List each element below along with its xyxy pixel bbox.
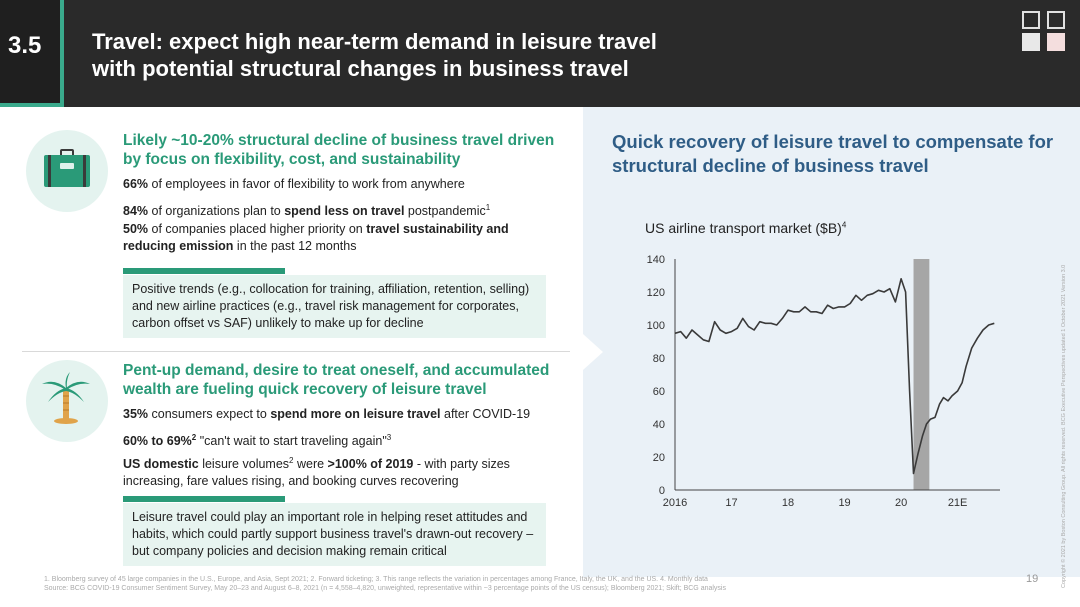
nav-square-icon xyxy=(1047,33,1065,51)
y-tick-label: 140 xyxy=(647,254,665,266)
y-tick-label: 80 xyxy=(653,353,665,365)
nav-square-icon xyxy=(1047,11,1065,29)
chart-panel xyxy=(583,107,1080,577)
shaded-period-band xyxy=(913,259,930,490)
section-number-badge: 3.5 xyxy=(0,0,64,107)
page-title-line2: with potential structural changes in bus… xyxy=(92,56,629,81)
page-number: 19 xyxy=(1026,573,1039,585)
series-line xyxy=(674,277,995,475)
footnotes: 1. Bloomberg survey of 45 large companie… xyxy=(44,575,924,593)
leisure-bullet-2: 60% to 69%2 "can't wait to start traveli… xyxy=(123,433,392,449)
copyright-text: Copyright © 2021 by Boston Consulting Gr… xyxy=(1061,264,1067,588)
y-tick-label: 60 xyxy=(653,386,665,398)
y-tick-label: 120 xyxy=(647,287,665,299)
business-note: Positive trends (e.g., collocation for t… xyxy=(123,275,546,338)
business-bullet-2: 84% of organizations plan to spend less … xyxy=(123,203,491,219)
leisure-note: Leisure travel could play an important r… xyxy=(123,503,546,566)
line-chart: 0 20 40 60 80 100 120 140 2016 17 18 19 20 21E xyxy=(647,254,1000,509)
footnote-line: 1. Bloomberg survey of 45 large companie… xyxy=(44,576,708,583)
accent-bar xyxy=(123,496,285,502)
panel-arrow xyxy=(583,334,603,370)
header-bar xyxy=(0,0,1080,107)
section-number: 3.5 xyxy=(8,32,42,59)
nav-square-icon xyxy=(1022,33,1040,51)
page-title: Travel: expect high near-term demand in … xyxy=(92,28,912,82)
chart-title: US airline transport market ($B)4 xyxy=(645,220,847,236)
chart-panel-title: Quick recovery of leisure travel to comp… xyxy=(612,131,1054,176)
leisure-bullet-1: 35% consumers expect to spend more on le… xyxy=(123,407,531,421)
x-tick-label: 17 xyxy=(725,497,737,509)
business-bullet-3: 50% of companies placed higher priority … xyxy=(123,222,509,253)
suitcase-icon xyxy=(26,130,108,212)
x-tick-label: 20 xyxy=(895,497,907,509)
source-line: Source: BCG COVID-19 Consumer Sentiment … xyxy=(44,585,726,592)
x-tick-label: 2016 xyxy=(663,497,687,509)
y-tick-label: 20 xyxy=(653,452,665,464)
x-tick-label: 18 xyxy=(782,497,794,509)
palm-tree-icon xyxy=(26,360,108,442)
nav-square-icon xyxy=(1022,11,1040,29)
business-bullet-1: 66% of employees in favor of flexibility… xyxy=(123,177,465,191)
leisure-bullet-3: US domestic leisure volumes2 were >100% … xyxy=(123,456,510,489)
y-tick-label: 100 xyxy=(647,320,665,332)
section-divider xyxy=(22,351,570,352)
page-title-line1: Travel: expect high near-term demand in … xyxy=(92,29,657,54)
accent-bar xyxy=(123,268,285,274)
leisure-heading: Pent-up demand, desire to treat oneself,… xyxy=(123,362,550,398)
x-tick-label: 21E xyxy=(948,497,968,509)
y-tick-label: 40 xyxy=(653,419,665,431)
x-tick-label: 19 xyxy=(838,497,850,509)
business-heading: Likely ~10-20% structural decline of bus… xyxy=(123,132,555,168)
y-tick-label: 0 xyxy=(659,485,665,497)
